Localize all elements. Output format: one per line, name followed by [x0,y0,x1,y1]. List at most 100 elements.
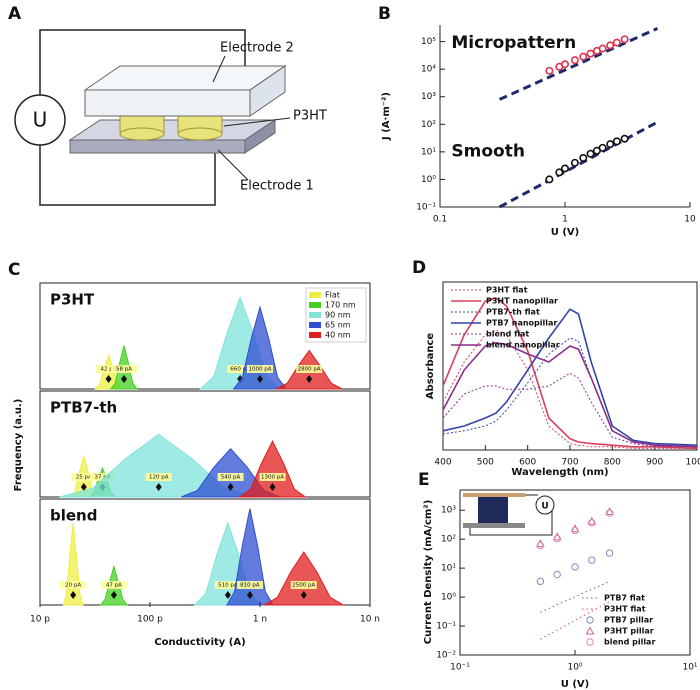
y-tick-label: 10⁻² [436,651,456,661]
y-tick-label: 10⁰ [421,175,436,185]
data-point [579,153,588,162]
x-tick-label: 10 n [360,615,380,625]
legend-label: PTB7 flat [604,594,645,603]
circuit-wire [39,29,246,206]
peak-label: 660 pA [230,367,250,373]
peak-label: 510 pA [218,583,238,589]
peak-label: 58 pA [116,367,132,373]
peak-label: 120 pA [149,475,169,481]
top-electrode [84,89,251,117]
legend-label: P3HT flat [604,605,646,614]
peak-marker [246,591,253,599]
x-tick-label: 600 [519,458,536,468]
panel-letter: C [8,260,20,280]
legend-label: P3HT flat [486,286,528,295]
peak-label-box [236,581,263,589]
data-line [442,297,698,450]
data-point [588,519,596,527]
peak-label: 1000 pA [249,367,272,373]
x-tick-label: 10⁰ [567,663,582,673]
peak-label-box [145,473,172,481]
data-line [442,342,698,448]
label: Electrode 1 [240,179,314,194]
x-axis-label: Wavelength (nm) [511,467,608,478]
legend-label: 90 nm [325,311,351,320]
peak-label-box [70,473,97,481]
legend-swatch [309,312,321,318]
data-line [442,337,698,448]
subplot-title: P3HT [50,291,95,309]
data-point [552,532,562,541]
data-point [606,41,615,50]
peak-label: 540 pA [221,475,241,481]
x-axis-label: Conductivity (A) [154,637,245,648]
legend-swatch [309,302,321,308]
x-tick-label: 10 p [30,615,50,625]
legend-swatch [585,626,595,635]
x-tick-label: 1 n [253,615,267,625]
inset-source [535,495,555,515]
x-tick-label: 10 [684,215,696,225]
data-line [540,580,610,613]
peak-marker [300,591,307,599]
panel-letter: D [412,258,426,278]
data-point [571,563,579,571]
data-point [606,140,615,149]
peak-label: 37 pA [94,475,110,481]
x-tick-label: 10¹ [682,663,697,673]
y-tick-label: 10² [441,535,456,545]
legend-swatch [586,616,594,624]
legend-swatch [309,322,321,328]
peak-label-box [259,473,286,481]
top-electrode [249,65,286,117]
data-line [442,372,697,448]
data-point [570,158,579,167]
peak-label: 20 pA [65,583,81,589]
panel-letter: B [378,4,391,24]
leader-line [212,55,291,181]
data-point [570,524,580,533]
data-point [605,549,614,557]
data-point [586,49,595,58]
data-line [442,329,697,449]
data-point [598,143,607,152]
data-point [605,507,614,516]
peak-marker [105,375,112,383]
distribution [262,551,346,606]
bottom-electrode [244,119,276,154]
x-tick-label: 900 [646,458,663,468]
data-point [545,175,554,184]
legend-label: PTB7 pillar [604,616,653,625]
inset-wire [469,494,553,536]
data-point [605,509,614,517]
bottom-electrode [68,119,277,141]
x-axis-label: U (V) [551,227,579,238]
data-point [587,516,597,525]
y-tick-label: 10³ [441,506,456,516]
peak-label-box [296,365,323,373]
x-tick-label: 10⁻¹ [450,663,470,673]
data-point [536,539,545,548]
legend-label: 65 nm [325,321,351,330]
x-tick-label: 1000 [686,458,700,468]
legend-label: 40 nm [325,331,351,340]
legend-label: P3HT nanopillar [486,297,558,306]
y-tick-label: 10⁻¹ [436,622,456,632]
legend-label: 170 nm [325,301,356,310]
legend-label: blend pillar [604,638,655,647]
data-point [588,556,596,564]
inset-pillar [478,497,508,523]
y-axis-label: Frequency (a.u.) [13,399,24,492]
peak-label: 1300 pA [261,475,284,481]
data-point [555,168,564,177]
legend-swatch [309,292,321,298]
peak-marker [80,483,87,491]
data-point [620,35,629,44]
data-point [536,577,545,586]
peak-marker [227,483,234,491]
panel-e-inset: U [463,493,555,536]
distribution [237,439,308,498]
peak-marker [257,375,263,383]
data-point [560,164,569,173]
fit-line [498,27,659,101]
